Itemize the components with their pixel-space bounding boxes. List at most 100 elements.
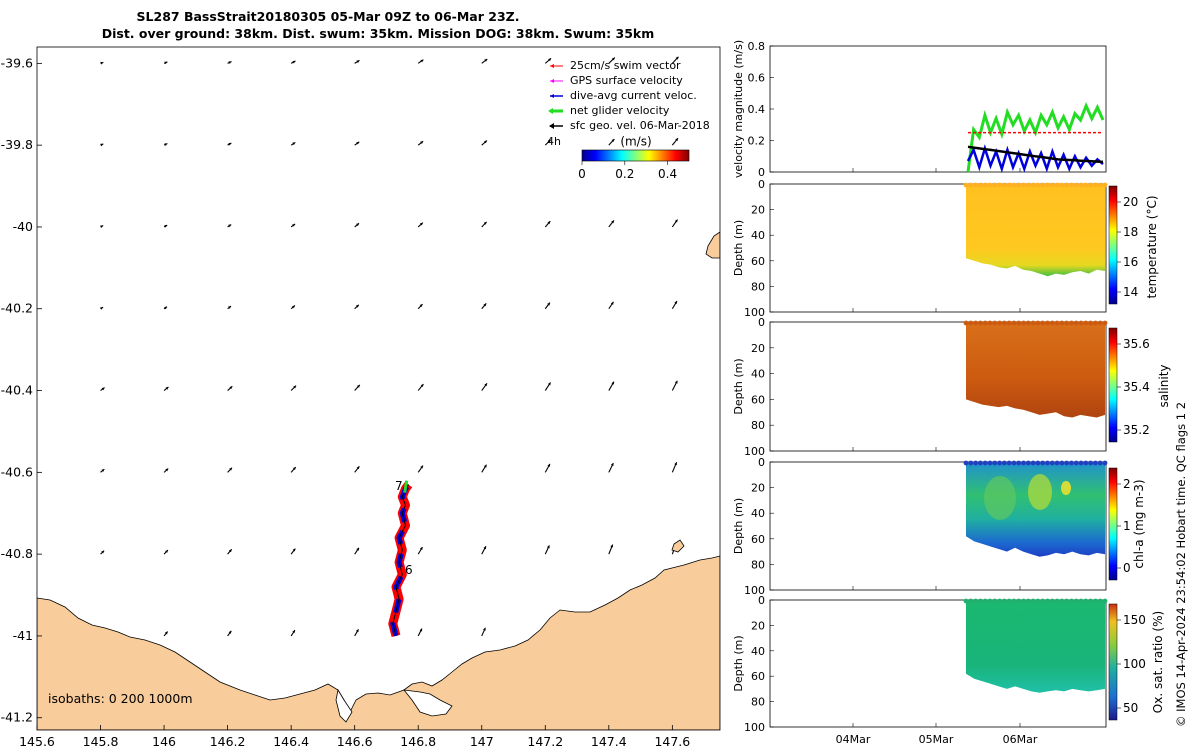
profile-top-marker: [1069, 320, 1074, 326]
map-ytick-label: -40.2: [1, 301, 33, 316]
profile-top-marker: [1093, 460, 1098, 466]
velocity-ylabel: velocity magnitude (m/s): [732, 40, 745, 178]
sfc-vector-arrow: [290, 385, 297, 391]
sfc-vector-arrow: [227, 467, 233, 473]
profile-top-marker: [1049, 598, 1055, 604]
map-legend: 25cm/s swim vector GPS surface velocity …: [547, 59, 710, 148]
profile-top-marker: [1059, 598, 1065, 604]
profile-top-marker: [987, 460, 993, 466]
velocity-panel-frame: [769, 45, 1107, 173]
land-inlet: [403, 689, 453, 717]
sfc-vector-arrow: [227, 305, 232, 310]
cbar-tick-label: 150: [1123, 613, 1146, 627]
profile-top-marker: [1021, 320, 1026, 326]
profile-top-marker: [1069, 598, 1074, 604]
profile-top-marker: [1078, 460, 1084, 466]
legend-label-net: net glider velocity: [570, 104, 670, 117]
profile-top-marker: [1083, 460, 1089, 466]
profile-top-marker: [973, 598, 978, 604]
profile-top-marker: [973, 320, 978, 326]
sfc-vector-arrow: [544, 463, 551, 473]
profile-top-marker: [968, 598, 974, 604]
land-inlet-2: [335, 688, 353, 723]
profile-top-marker: [1097, 182, 1103, 188]
salinity-section: [966, 322, 1105, 418]
panel-ytick-label: 0: [758, 166, 765, 179]
temperature-panel: temperature (°C): [769, 182, 1159, 313]
sfc-vector-arrow: [227, 142, 232, 146]
profile-top-marker: [982, 320, 988, 326]
profile-top-marker: [968, 320, 974, 326]
cbar-tick-label: 1: [1123, 519, 1131, 533]
profile-top-marker: [1045, 460, 1050, 466]
panel-ytick-label: 40: [751, 229, 765, 242]
legend-item-net: net glider velocity: [548, 104, 670, 117]
sfc-vector-arrow: [290, 141, 296, 146]
panel-ytick-label: 100: [744, 584, 765, 597]
panel-ytick-label: 80: [751, 696, 765, 709]
salinity-colorbar: [1108, 327, 1118, 443]
panel-ytick-label: 80: [751, 558, 765, 571]
sfc-vector-arrow: [163, 549, 169, 555]
chla-bloom-1: [1028, 474, 1052, 510]
panel-ytick-label: 60: [751, 255, 765, 268]
sfc-vector-arrow: [608, 462, 614, 473]
sfc-vector-arrow: [354, 629, 359, 637]
profile-top-marker: [1073, 460, 1079, 466]
oxygen-cbar-label: Ox. sat. ratio (%): [1151, 611, 1165, 713]
sfc-vector-arrow: [671, 56, 679, 64]
cbar-tick-label: 100: [1123, 657, 1146, 671]
profile-top-marker: [1040, 598, 1046, 604]
sfc-vector-arrow: [417, 140, 424, 146]
map-xtick-label: 147.4: [591, 734, 627, 749]
sfc-vector-arrow: [608, 381, 615, 391]
profile-top-marker: [997, 598, 1002, 604]
profile-top-marker: [1011, 598, 1017, 604]
sfc-vector-arrow: [100, 225, 104, 229]
sfc-vector-arrow: [100, 306, 104, 310]
panel-ytick-label: 40: [751, 507, 765, 520]
profile-top-marker: [1049, 182, 1055, 188]
profile-top-marker: [1025, 182, 1031, 188]
salinity-panel: salinity: [769, 320, 1171, 452]
profile-top-marker: [963, 598, 969, 604]
profile-top-marker: [997, 182, 1002, 188]
sfc-vector-arrow: [417, 628, 423, 637]
map-frame: [36, 46, 721, 731]
sfc-vector-arrow: [100, 468, 105, 473]
profile-top-marker: [1083, 320, 1089, 326]
sfc-vector-arrow: [608, 57, 616, 64]
profile-top-marker: [1097, 598, 1103, 604]
map-ytick-label: -41: [13, 628, 33, 643]
chla-bloom-2: [1061, 481, 1071, 495]
legend-item-sfc: sfc geo. vel. 06-Mar-2018: [549, 119, 710, 132]
profile-top-marker: [977, 182, 983, 188]
panel-ylabel: Depth (m): [732, 498, 745, 554]
temperature-colorbar: [1108, 185, 1118, 305]
sfc-vector-arrow: [608, 301, 614, 310]
panel-ylabel: Depth (m): [732, 220, 745, 276]
sfc-vector-arrow: [163, 143, 168, 146]
sfc-vector-arrow: [163, 386, 169, 391]
panel-ytick-label: 20: [751, 619, 765, 632]
profile-top-marker: [1059, 320, 1065, 326]
sfc-vector-arrow: [227, 630, 232, 637]
profile-top-marker: [977, 320, 983, 326]
sfc-vector-arrow: [163, 224, 168, 228]
cbar-tick-label: 14: [1123, 285, 1138, 299]
sfc-vector-arrow: [544, 57, 552, 64]
cbar-tick-label: 16: [1123, 255, 1138, 269]
sfc-vector-arrow: [544, 139, 552, 146]
sfc-vector-arrow: [481, 221, 488, 228]
map-cbar-tick-label: 0.4: [658, 167, 677, 181]
profile-top-marker: [1035, 320, 1041, 326]
oxygen-section: [966, 600, 1105, 693]
sfc-vector-arrow: [417, 546, 423, 555]
sfc-vector-arrow: [417, 59, 424, 64]
sfc-vector-arrow: [544, 302, 551, 310]
profile-top-marker: [1030, 460, 1036, 466]
profile-top-marker: [1025, 320, 1031, 326]
profile-top-marker: [1073, 182, 1079, 188]
cbar-tick-label: 18: [1123, 225, 1138, 239]
legend-label-swim: 25cm/s swim vector: [570, 59, 681, 72]
